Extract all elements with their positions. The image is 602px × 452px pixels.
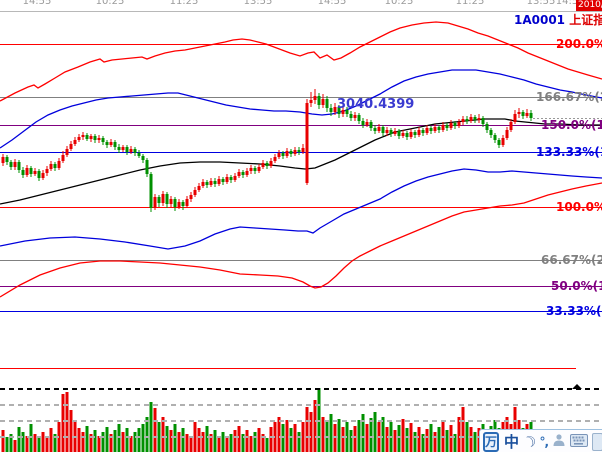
time-axis: 14:55 10:25 11:25 13:55 14:55 10:25 11:25 13:55… — [0, 0, 602, 10]
percent-level-label: 133.33%(1 — [536, 145, 602, 159]
time-axis-label: 13:55 — [243, 0, 273, 7]
percent-level-label: 100.0% — [556, 200, 602, 214]
ime-logo-icon[interactable]: 万 — [483, 431, 500, 452]
percent-level-label: 66.67%(2 — [541, 253, 602, 267]
ime-punctuation-icon[interactable]: °, — [539, 434, 549, 449]
percent-level-label: 166.67%(2 — [536, 90, 602, 104]
date-badge: 2010/0 — [576, 0, 602, 11]
instrument-title: 1A0001 上证指数 — [514, 11, 602, 27]
ime-halfwidth-moon-icon[interactable]: ☽ — [519, 430, 540, 452]
ime-user-icon[interactable] — [552, 432, 566, 451]
percent-level-label: 50.0%(1 — [551, 279, 602, 293]
ime-chinese-mode-icon[interactable]: 中 — [504, 433, 520, 451]
time-axis-label: 14:55 — [22, 0, 52, 7]
time-axis-label: 10:25 — [95, 0, 125, 7]
percent-level-label: 200.0% — [556, 37, 602, 51]
marker-triangle-icon — [572, 384, 582, 389]
time-axis-label: 11:25 — [455, 0, 485, 7]
ime-toolbar[interactable]: 万 中 ☽ °, — [479, 429, 602, 452]
time-axis-label: 14:55 — [317, 0, 347, 7]
time-axis-label: 13:55 — [526, 0, 556, 7]
percent-level-label: 150.0%(1 — [541, 118, 602, 132]
instrument-code: 1A0001 — [514, 13, 566, 27]
axis-border-line — [0, 11, 602, 12]
time-axis-label: 14:5 — [555, 0, 579, 7]
time-axis-label: 11:25 — [169, 0, 199, 7]
price-annotation: 3040.4399 — [337, 97, 415, 112]
time-axis-label: 10:25 — [384, 0, 414, 7]
ime-clipped-icon[interactable] — [592, 432, 602, 451]
ime-keyboard-icon[interactable] — [570, 432, 589, 451]
instrument-name: 上证指数 — [569, 13, 602, 27]
percent-level-label: 33.33%(1 — [546, 304, 602, 318]
